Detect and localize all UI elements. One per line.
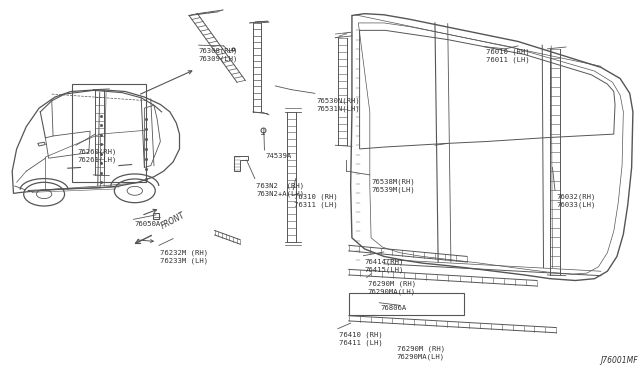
Text: 763N2  (RH)
763N2+A(LH): 763N2 (RH) 763N2+A(LH) bbox=[256, 182, 304, 197]
Text: 76310 (RH)
76311 (LH): 76310 (RH) 76311 (LH) bbox=[294, 193, 338, 208]
Text: FRONT: FRONT bbox=[159, 211, 186, 231]
Text: 74539A: 74539A bbox=[266, 153, 292, 158]
Bar bbox=[349, 293, 464, 315]
Text: 76050A: 76050A bbox=[135, 221, 161, 227]
Text: 76538M(RH)
76539M(LH): 76538M(RH) 76539M(LH) bbox=[371, 179, 415, 193]
Text: 76308(RH)
76309(LH): 76308(RH) 76309(LH) bbox=[198, 47, 238, 61]
Text: 76260(RH)
76261(LH): 76260(RH) 76261(LH) bbox=[77, 149, 116, 163]
Bar bbox=[72, 84, 146, 182]
Text: 76414(RH)
76415(LH): 76414(RH) 76415(LH) bbox=[365, 258, 404, 273]
Text: 76290M (RH)
76290MA(LH): 76290M (RH) 76290MA(LH) bbox=[397, 345, 445, 360]
Text: 76032(RH)
76033(LH): 76032(RH) 76033(LH) bbox=[556, 193, 596, 208]
Text: 76232M (RH)
76233M (LH): 76232M (RH) 76233M (LH) bbox=[161, 249, 209, 263]
Text: 76530N(RH)
76531N(LH): 76530N(RH) 76531N(LH) bbox=[317, 97, 360, 112]
Text: 76010 (RH)
76011 (LH): 76010 (RH) 76011 (LH) bbox=[486, 49, 530, 63]
Text: 76290M (RH)
76290MA(LH): 76290M (RH) 76290MA(LH) bbox=[368, 280, 416, 295]
Text: 76410 (RH)
76411 (LH): 76410 (RH) 76411 (LH) bbox=[339, 331, 383, 346]
Text: J76001MF: J76001MF bbox=[600, 356, 638, 365]
Text: 76806A: 76806A bbox=[381, 305, 407, 311]
